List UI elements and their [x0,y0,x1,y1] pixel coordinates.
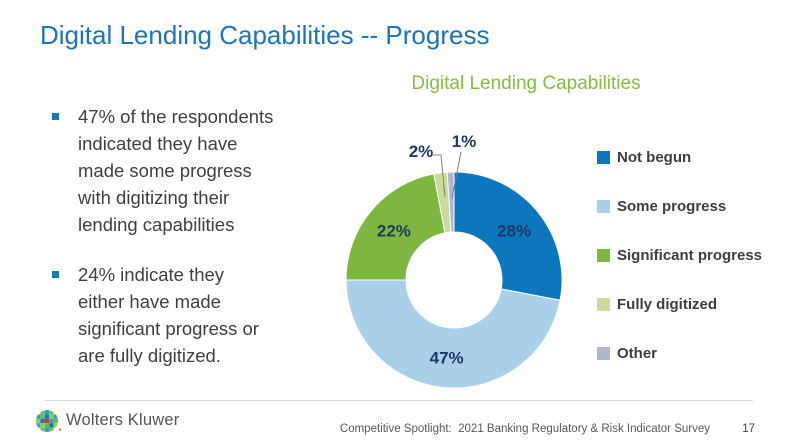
chart-title: Digital Lending Capabilities [411,73,641,94]
bullet-list: 47% of the respondents indicated they hav… [52,103,312,392]
pie-slice-significant-progress [345,173,446,281]
pie-slice-other [446,171,455,233]
wolters-kluwer-logo-icon [36,410,62,432]
legend-label: Not begun [617,149,692,166]
legend-swatch-icon [597,200,610,213]
footer-source: Competitive Spotlight: 2021 Banking Regu… [339,423,710,435]
page-number: 17 [742,423,755,435]
logo-text: Wolters Kluwer [66,411,180,429]
slide-title: Digital Lending Capabilities -- Progress [40,20,490,50]
legend-swatch-icon [597,249,610,262]
legend-label: Some progress [617,198,727,215]
donut-chart: 28% 47% 22% 2% 1% [345,132,563,389]
legend-item-some-progress: Some progress [597,196,762,217]
bullet-text: 24% indicate they either have made signifi… [78,264,259,366]
legend-label: Other [617,345,658,362]
callout-leader-line [433,154,446,198]
data-label-other: 1% [452,132,477,151]
legend-label: Significant progress [617,247,763,264]
bullet-square-icon [52,271,59,278]
legend-swatch-icon [597,151,610,164]
bullet-item: 24% indicate they either have made signifi… [52,261,312,369]
bullet-square-icon [52,113,59,120]
legend-item-not-begun: Not begun [597,147,762,168]
data-label-some-progress: 47% [430,349,464,368]
bullet-item: 47% of the respondents indicated they hav… [52,103,312,238]
legend-label: Fully digitized [617,296,717,313]
legend-item-significant-progress: Significant progress [597,245,762,266]
legend-swatch-icon [597,347,610,360]
callout-leader-line [451,151,462,199]
footer-divider [45,400,753,401]
pie-slice-some-progress [345,279,561,389]
legend-item-other: Other [597,343,762,364]
chart-legend: Not begun Some progress Significant progre… [597,147,762,392]
legend-swatch-icon [597,298,610,311]
data-label-significant-progress: 22% [377,221,411,240]
bullet-text: 47% of the respondents indicated they hav… [78,106,274,235]
pie-slice-not-begun [453,171,563,301]
data-label-not-begun: 28% [497,221,531,240]
legend-item-fully-digitized: Fully digitized [597,294,762,315]
data-label-fully-digitized: 2% [409,142,434,161]
